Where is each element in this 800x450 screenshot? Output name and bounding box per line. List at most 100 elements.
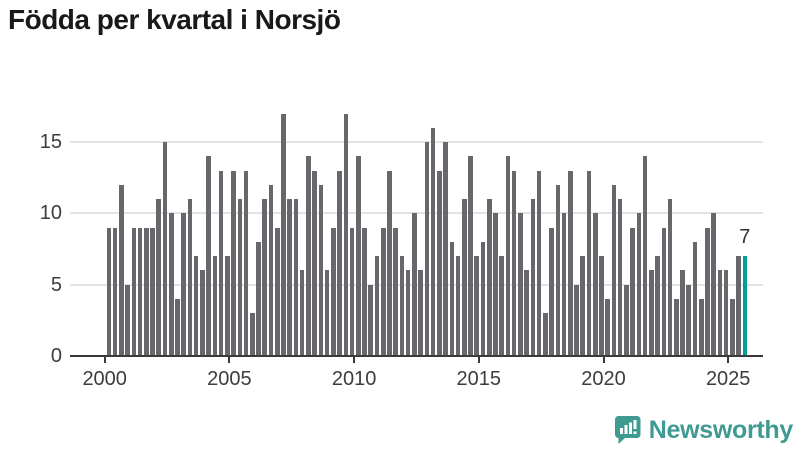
- bar-2017-q3: [543, 313, 548, 356]
- bar-2010-q3: [368, 284, 374, 356]
- bar-2025-q2: [736, 256, 741, 356]
- bar-2003-q4: [200, 270, 205, 356]
- bar-2018-q2: [561, 213, 567, 356]
- y-axis-label-5: 5: [50, 273, 62, 296]
- bar-2007-q4: [299, 270, 305, 356]
- bar-2014-q3: [468, 156, 473, 356]
- bar-2024-q2: [711, 213, 716, 356]
- bar-2011-q4: [399, 256, 405, 356]
- bar-2016-q4: [524, 270, 529, 356]
- bar-2022-q1: [655, 256, 660, 356]
- newsworthy-speech-bubble-chart-icon: [614, 416, 641, 444]
- x-axis-tick-2000: [103, 357, 106, 363]
- bar-2006-q1: [256, 241, 261, 356]
- bar-2008-q4: [324, 270, 330, 356]
- bar-2015-q1: [480, 241, 486, 356]
- bar-2002-q3: [168, 213, 174, 356]
- bar-2001-q1: [131, 227, 137, 356]
- bar-2014-q1: [455, 256, 461, 356]
- bar-2019-q1: [580, 256, 586, 356]
- bar-2025-q1: [730, 298, 735, 356]
- x-axis-label-2015: 2015: [456, 368, 502, 390]
- bar-2020-q3: [617, 199, 623, 356]
- bar-2006-q2: [262, 199, 268, 356]
- bar-2016-q1: [505, 156, 511, 356]
- newsworthy-wordmark: Newsworthy: [648, 415, 794, 444]
- x-axis-line: [70, 355, 763, 357]
- bar-2003-q1: [181, 213, 186, 356]
- gridline-15: [70, 141, 763, 144]
- bar-2023-q2: [686, 284, 692, 356]
- x-axis-tick-2020: [602, 357, 605, 363]
- y-axis-label-15: 15: [39, 131, 62, 154]
- bar-2002-q2: [162, 142, 168, 356]
- bar-2016-q3: [518, 213, 523, 356]
- bar-2005-q2: [237, 199, 243, 356]
- bar-2008-q3: [318, 184, 324, 356]
- bar-2021-q4: [649, 270, 654, 356]
- bar-2015-q3: [493, 213, 498, 356]
- bar-2000-q3: [119, 184, 124, 356]
- x-axis-label-2020: 2020: [581, 368, 626, 390]
- bar-2001-q4: [150, 227, 155, 356]
- bar-2006-q3: [268, 184, 274, 356]
- bar-2020-q4: [624, 284, 629, 356]
- bar-2001-q3: [144, 227, 149, 356]
- bar-2006-q4: [274, 227, 280, 356]
- bar-2021-q1: [630, 227, 635, 356]
- bar-2002-q4: [175, 298, 180, 356]
- bar-2011-q1: [380, 227, 386, 356]
- bar-2009-q4: [349, 227, 355, 356]
- bar-2012-q1: [405, 270, 411, 356]
- x-axis-label-2025: 2025: [705, 368, 751, 390]
- bar-2012-q4: [424, 142, 430, 356]
- bar-2020-q1: [605, 298, 610, 356]
- bar-2007-q1: [281, 113, 286, 356]
- bar-2004-q2: [212, 256, 218, 356]
- bar-2025-q3: [742, 256, 748, 356]
- x-axis-tick-2005: [228, 357, 231, 363]
- x-axis-tick-2015: [477, 357, 480, 363]
- bar-2000-q2: [112, 227, 118, 356]
- bar-2022-q3: [667, 199, 673, 356]
- bar-2007-q2: [287, 199, 292, 356]
- x-axis-label-2000: 2000: [82, 368, 127, 390]
- bar-2013-q2: [437, 170, 442, 356]
- bar-2023-q3: [692, 241, 698, 356]
- bar-2022-q4: [673, 298, 679, 356]
- bar-2017-q4: [549, 227, 554, 356]
- bar-2005-q4: [250, 313, 255, 356]
- bar-2013-q3: [443, 142, 448, 356]
- bar-2024-q4: [723, 270, 729, 356]
- bar-2021-q3: [642, 156, 648, 356]
- bar-2013-q1: [430, 127, 436, 356]
- bar-2012-q3: [418, 270, 423, 356]
- bar-2016-q2: [511, 170, 517, 356]
- x-axis-label-2010: 2010: [331, 368, 377, 390]
- bar-2008-q1: [306, 156, 311, 356]
- bar-2005-q1: [231, 170, 236, 356]
- bar-2004-q4: [225, 256, 230, 356]
- bar-2019-q4: [599, 256, 604, 356]
- bar-2020-q2: [611, 184, 617, 356]
- bar-2004-q1: [206, 156, 211, 356]
- x-axis-tick-2010: [353, 357, 356, 363]
- bar-2024-q1: [705, 227, 710, 356]
- y-axis-label-10: 10: [39, 202, 62, 225]
- newsworthy-logo: Newsworthy: [614, 415, 793, 445]
- bar-2001-q2: [137, 227, 143, 356]
- bar-2018-q4: [574, 284, 579, 356]
- bar-2022-q2: [661, 227, 667, 356]
- bar-2017-q2: [536, 170, 542, 356]
- bar-2013-q4: [449, 241, 455, 356]
- bar-2019-q2: [586, 170, 592, 356]
- highlight-value-label: 7: [739, 226, 751, 249]
- bar-2024-q3: [717, 270, 723, 356]
- y-axis-label-0: 0: [50, 345, 62, 367]
- chart-title: Födda per kvartal i Norsjö: [8, 4, 341, 35]
- bar-2011-q2: [387, 170, 392, 356]
- bar-2000-q4: [125, 284, 130, 356]
- bar-2003-q2: [187, 199, 193, 356]
- bar-2014-q2: [461, 199, 467, 356]
